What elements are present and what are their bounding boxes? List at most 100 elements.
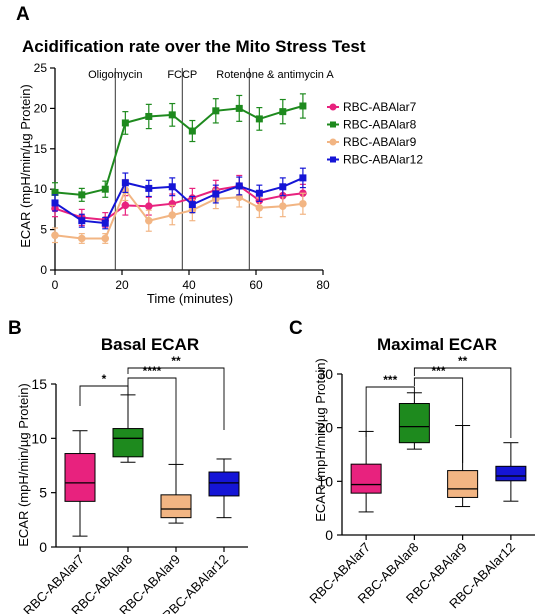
- significance-bracket: [79, 385, 129, 406]
- data-point: [235, 104, 243, 112]
- data-point: [145, 112, 153, 120]
- legend-label: RBC-ABAlar8: [343, 118, 417, 132]
- significance-label: ****: [143, 364, 162, 378]
- panel-letter-c: C: [289, 318, 303, 339]
- series-rbc-abalar7: [51, 174, 307, 228]
- data-point: [51, 231, 59, 240]
- significance-bracket: [413, 377, 464, 463]
- chart-c-title: Maximal ECAR: [377, 335, 497, 354]
- significance-bracket: [127, 367, 225, 430]
- data-point: [299, 174, 307, 182]
- data-point: [188, 127, 196, 135]
- chart-a-y-tick-label: 15: [34, 142, 48, 156]
- series-rbc-abalar8: [51, 93, 307, 203]
- box-rbc-abalar7: [350, 430, 382, 513]
- box-rbc-abalar9: [447, 425, 479, 508]
- box-iqr: [398, 403, 430, 444]
- y-tick-label: 10: [317, 473, 333, 489]
- box-rbc-abalar8: [112, 394, 144, 463]
- data-point: [279, 108, 287, 116]
- chart-a-y-tick-label: 20: [34, 101, 48, 115]
- series-line: [54, 176, 304, 225]
- series-rbc-abalar12: [51, 167, 307, 230]
- significance-label: **: [171, 354, 181, 368]
- panel-c-box-plot: C Maximal ECAR ECAR (mpH/min/µg Protein)…: [289, 318, 535, 611]
- data-point: [121, 201, 130, 210]
- y-tick-label: 15: [31, 376, 47, 392]
- panel-a-line-chart: A Acidification rate over the Mito Stres…: [16, 4, 423, 306]
- significance-label: ***: [383, 373, 397, 387]
- box-rbc-abalar7: [64, 430, 96, 537]
- data-point: [279, 202, 287, 210]
- series-line: [54, 105, 304, 196]
- data-point: [101, 185, 109, 193]
- y-tick-label: 20: [317, 420, 333, 436]
- chart-a-series: [51, 93, 307, 244]
- data-point: [212, 190, 220, 198]
- box-iqr: [495, 465, 527, 482]
- data-point: [51, 199, 59, 207]
- data-point: [299, 102, 307, 110]
- legend-swatch-marker: [329, 138, 337, 146]
- y-tick-label: 10: [31, 430, 47, 446]
- significance-bracket: [127, 377, 177, 476]
- box-rbc-abalar12: [208, 458, 240, 519]
- legend-label: RBC-ABAlar9: [343, 135, 417, 149]
- significance-label: *: [102, 372, 107, 386]
- data-point: [78, 217, 86, 225]
- significance-bracket: [413, 367, 512, 438]
- chart-a-y-tick-label: 5: [40, 223, 47, 237]
- box-iqr: [350, 463, 382, 494]
- box-rbc-abalar9: [160, 463, 192, 524]
- data-point: [101, 219, 109, 227]
- data-point: [78, 234, 86, 243]
- data-point: [145, 216, 153, 225]
- data-point: [299, 199, 307, 208]
- chart-a-y-label: ECAR (mpH/min/µg Protein): [18, 84, 33, 248]
- chart-b-plot-area: 051015RBC-ABAlar7RBC-ABAlar8RBC-ABAlar9R…: [20, 354, 248, 614]
- data-point: [255, 189, 263, 197]
- chart-b-y-label: ECAR (mpH/min/µg Protein): [16, 383, 31, 547]
- chart-a-x-tick-label: 0: [52, 278, 59, 292]
- box-iqr: [112, 428, 144, 458]
- data-point: [168, 111, 176, 119]
- chart-c-y-label: ECAR (mpH/min/µg Protein): [313, 358, 328, 522]
- chart-a-x-label: Time (minutes): [147, 291, 233, 306]
- data-point: [121, 179, 129, 187]
- chart-a-injection-markers: Oligomycin FCCP Rotenone & antimycin A: [88, 68, 334, 270]
- y-tick-label: 0: [325, 527, 333, 543]
- data-point: [121, 119, 129, 127]
- panel-letter-a: A: [16, 4, 30, 25]
- y-tick-label: 5: [39, 485, 47, 501]
- data-point: [255, 203, 264, 212]
- data-point: [235, 182, 243, 190]
- chart-a-x-tick-label: 40: [182, 278, 196, 292]
- chart-a-axes: 0 5 10 15 20 25 0 20 40 60 80: [34, 61, 330, 292]
- data-point: [145, 202, 153, 210]
- data-point: [101, 234, 110, 243]
- box-iqr: [160, 494, 192, 519]
- chart-a-y-tick-label: 0: [40, 263, 47, 277]
- box-iqr: [447, 470, 479, 498]
- data-point: [255, 115, 263, 123]
- legend-label: RBC-ABAlar12: [343, 153, 423, 167]
- chart-a-y-tick-label: 10: [34, 182, 48, 196]
- legend-label: RBC-ABAlar7: [343, 100, 417, 114]
- data-point: [279, 183, 287, 191]
- legend-swatch-marker: [330, 156, 336, 163]
- chart-a-x-tick-label: 80: [316, 278, 330, 292]
- significance-bracket: [365, 386, 415, 437]
- box-iqr: [208, 471, 240, 497]
- box-iqr: [64, 453, 96, 502]
- chart-a-x-tick-label: 20: [115, 278, 129, 292]
- chart-a-title: Acidification rate over the Mito Stress …: [22, 37, 366, 56]
- legend-swatch-marker: [329, 103, 337, 111]
- injection-label: FCCP: [167, 69, 197, 81]
- box-rbc-abalar8: [398, 392, 430, 450]
- data-point: [188, 201, 196, 209]
- injection-label: Rotenone & antimycin A: [216, 69, 334, 81]
- data-point: [51, 188, 59, 196]
- legend-swatch-marker: [330, 121, 336, 128]
- y-tick-label: 0: [39, 539, 47, 555]
